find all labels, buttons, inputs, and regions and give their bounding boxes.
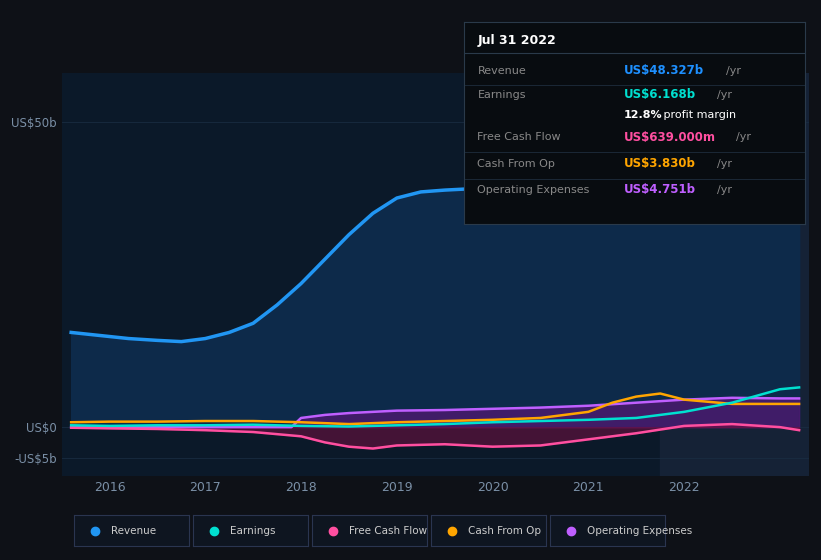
Text: /yr: /yr <box>727 66 741 76</box>
Text: Cash From Op: Cash From Op <box>468 526 541 535</box>
Text: US$48.327b: US$48.327b <box>624 64 704 77</box>
Text: US$6.168b: US$6.168b <box>624 88 696 101</box>
Text: Earnings: Earnings <box>478 90 526 100</box>
Text: US$4.751b: US$4.751b <box>624 183 696 196</box>
Text: Earnings: Earnings <box>230 526 275 535</box>
Text: US$3.830b: US$3.830b <box>624 157 696 170</box>
Text: Jul 31 2022: Jul 31 2022 <box>478 35 557 48</box>
Text: profit margin: profit margin <box>660 110 736 120</box>
Bar <box>660 73 809 476</box>
Text: Cash From Op: Cash From Op <box>478 158 555 169</box>
Text: /yr: /yr <box>717 185 732 195</box>
Text: Revenue: Revenue <box>111 526 156 535</box>
Text: 12.8%: 12.8% <box>624 110 663 120</box>
Text: Free Cash Flow: Free Cash Flow <box>349 526 427 535</box>
Text: US$639.000m: US$639.000m <box>624 131 716 144</box>
Text: Revenue: Revenue <box>478 66 526 76</box>
Text: Free Cash Flow: Free Cash Flow <box>478 132 561 142</box>
Text: /yr: /yr <box>717 158 732 169</box>
Text: Operating Expenses: Operating Expenses <box>478 185 589 195</box>
Text: /yr: /yr <box>736 132 750 142</box>
Text: Operating Expenses: Operating Expenses <box>587 526 692 535</box>
Text: /yr: /yr <box>717 90 732 100</box>
